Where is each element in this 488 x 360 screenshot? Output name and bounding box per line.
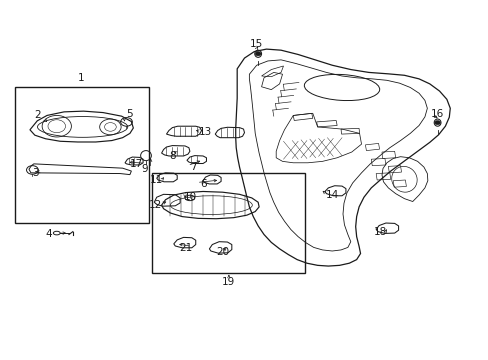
Text: 11: 11 [150, 175, 163, 185]
Text: 2: 2 [34, 111, 41, 121]
Circle shape [255, 51, 261, 56]
Text: 16: 16 [429, 109, 443, 119]
Text: 9: 9 [141, 164, 147, 174]
Text: 14: 14 [325, 190, 338, 200]
Text: 10: 10 [184, 192, 197, 202]
Text: 6: 6 [200, 179, 207, 189]
Text: 20: 20 [216, 247, 229, 257]
Text: 21: 21 [179, 243, 192, 253]
Text: 8: 8 [169, 150, 175, 161]
Text: 7: 7 [190, 162, 196, 172]
Text: 5: 5 [126, 109, 133, 119]
Text: 15: 15 [249, 39, 263, 49]
Text: 13: 13 [199, 127, 212, 136]
Text: 17: 17 [129, 159, 142, 169]
Text: 3: 3 [32, 168, 39, 178]
Text: 1: 1 [78, 73, 84, 83]
Text: 18: 18 [373, 227, 386, 237]
Text: 4: 4 [45, 229, 52, 239]
Text: 12: 12 [149, 200, 162, 210]
Text: 19: 19 [222, 277, 235, 287]
Circle shape [434, 121, 440, 125]
